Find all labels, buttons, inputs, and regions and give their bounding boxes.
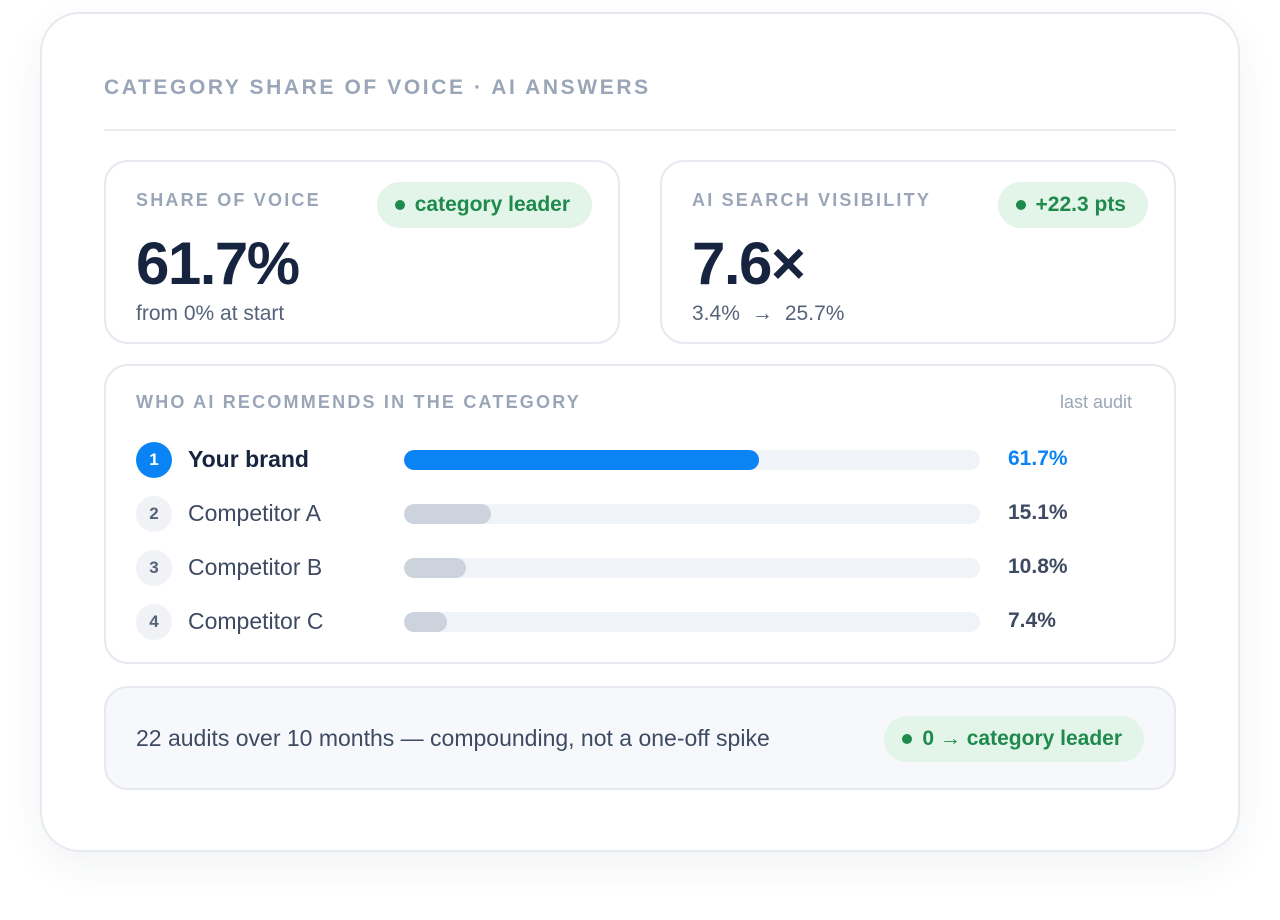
share-percent: 61.7% [1008,447,1068,470]
progress-badge: 0 → category leader [884,716,1144,762]
status-dot-icon [902,734,913,744]
share-of-voice-subtext: from 0% at start [136,302,285,325]
share-bar-track [404,450,980,470]
share-bar-fill [404,504,491,524]
ai-visibility-range: 3.4% → 25.7% [692,302,844,326]
title-divider [104,129,1176,131]
rank-badge: 1 [136,442,172,478]
share-of-voice-panel: SHARE OF VOICE category leader 61.7% fro… [104,160,620,344]
category-leader-badge: category leader [376,182,592,228]
share-of-voice-card: CATEGORY SHARE OF VOICE · AI ANSWERS SHA… [40,12,1240,852]
ai-visibility-panel: AI SEARCH VISIBILITY +22.3 pts 7.6× 3.4%… [660,160,1176,344]
ranking-row: 3 Competitor B 10.8% [136,548,1136,588]
recommendation-ranking-panel: WHO AI RECOMMENDS IN THE CATEGORY last a… [104,364,1176,664]
progress-badge-text: 0 → category leader [922,727,1122,750]
share-percent: 15.1% [1008,501,1068,524]
ranking-label: WHO AI RECOMMENDS IN THE CATEGORY [136,392,581,412]
share-bar-fill [404,450,760,470]
share-percent: 10.8% [1008,555,1068,578]
brand-name: Your brand [188,446,309,472]
visibility-delta-badge: +22.3 pts [997,182,1148,228]
category-leader-badge-text: category leader [414,193,570,216]
visibility-from: 3.4% [692,302,740,325]
share-bar-track [404,558,980,578]
last-audit-label: last audit [1059,392,1132,412]
share-bar-track [404,612,980,632]
share-percent: 7.4% [1008,609,1056,632]
status-dot-icon [1015,200,1026,210]
card-title: CATEGORY SHARE OF VOICE · AI ANSWERS [104,76,651,99]
brand-name: Competitor A [188,500,321,526]
ranking-row: 2 Competitor A 15.1% [136,494,1136,534]
share-bar-fill [404,612,447,632]
rank-badge: 2 [136,496,172,532]
ai-visibility-label: AI SEARCH VISIBILITY [692,190,932,210]
ranking-row: 4 Competitor C 7.4% [136,602,1136,642]
visibility-to: 25.7% [784,302,845,325]
share-of-voice-value: 61.7% [136,230,300,297]
summary-footer: 22 audits over 10 months — compounding, … [104,686,1176,790]
ai-visibility-value: 7.6× [692,230,806,297]
rank-badge: 4 [136,604,172,640]
arrow-right-icon: → [751,302,773,325]
summary-text: 22 audits over 10 months — compounding, … [136,725,770,751]
brand-name: Competitor C [188,608,324,634]
rank-badge: 3 [136,550,172,586]
share-bar-track [404,504,980,524]
ranking-row: 1 Your brand 61.7% [136,440,1136,480]
status-dot-icon [394,200,405,210]
share-of-voice-label: SHARE OF VOICE [136,190,321,210]
brand-name: Competitor B [188,554,323,580]
visibility-delta-badge-text: +22.3 pts [1035,193,1126,216]
share-bar-fill [404,558,467,578]
